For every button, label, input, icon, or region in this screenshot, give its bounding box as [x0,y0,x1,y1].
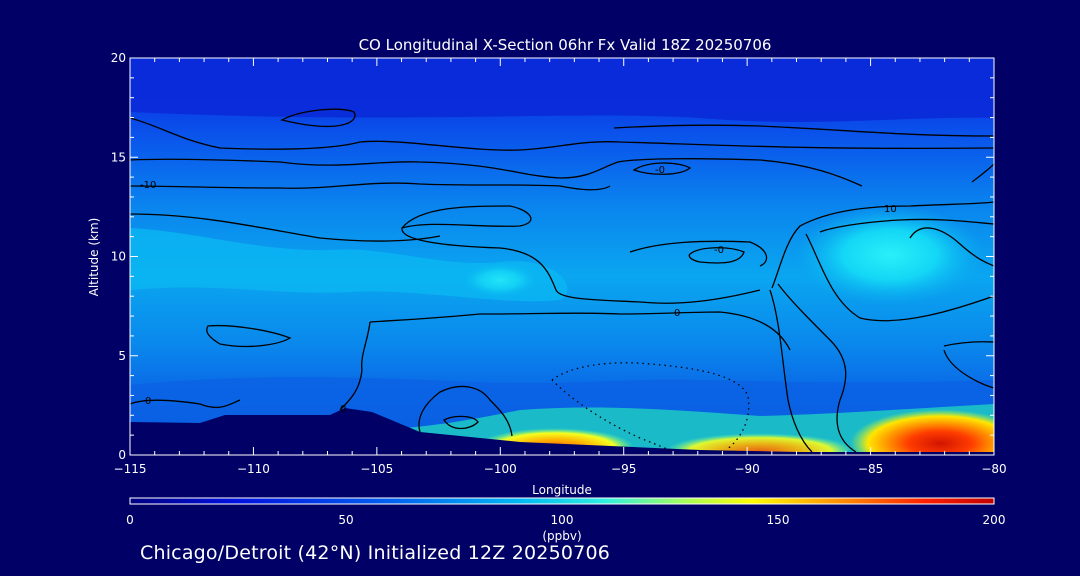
contour-line [819,218,994,233]
footer-caption: Chicago/Detroit (42°N) Initialized 12Z 2… [140,542,611,564]
terrain [130,408,994,455]
contour-line [130,182,611,191]
x-tick-label: −85 [858,462,883,476]
x-tick-label: −115 [114,462,147,476]
contour-lines [130,108,994,453]
cyan-maximum-central [460,262,540,298]
contour-line [130,117,994,151]
colorbar-tick-label: 100 [551,513,574,527]
y-axis-label: Altitude (km) [87,218,101,297]
contour-line [206,324,292,348]
x-tick-label: −95 [611,462,636,476]
contour-line [805,233,994,322]
y-tick-label: 15 [111,150,126,164]
contour-line [339,321,371,411]
contour-line [943,341,994,347]
colorbar-unit: (ppbv) [542,529,581,543]
x-tick-label: −110 [237,462,270,476]
contour-line [130,158,863,187]
contour-line [971,163,994,183]
contour-line [769,289,813,453]
mid-tongue-west [130,228,568,302]
y-tick-label: 10 [111,250,126,264]
y-tick-label: 5 [118,349,126,363]
x-tick-label: −105 [360,462,393,476]
contour-label: 0 [145,396,151,407]
colorbar-ticks: 0 50 100 150 200 [126,513,1005,527]
colorbar-tick-label: 0 [126,513,134,527]
contour-line [909,227,994,267]
contour-label: -0 [714,245,724,256]
contour-line [632,162,692,175]
y-axis: 0 5 10 15 20 [111,51,994,462]
surface-maximum-east [850,406,994,455]
surface-maximum-central [665,426,855,455]
colorbar [129,497,995,505]
contour-line [401,205,761,304]
contour-line [688,247,745,264]
contour-line [629,240,768,267]
contour-line [130,399,241,408]
contour-line [443,415,479,430]
chart-title: CO Longitudinal X-Section 06hr Fx Valid … [359,36,772,54]
dotted-contour-line [551,362,750,453]
contour-label: 0 [340,404,346,415]
contour-line [613,124,994,137]
x-tick-label: −90 [734,462,759,476]
x-tick-label: −100 [484,462,517,476]
upper-low-band [130,58,994,123]
colorbar-tick-label: 200 [983,513,1006,527]
x-tick-label: −80 [981,462,1006,476]
y-tick-label: 0 [118,448,126,462]
contour-line [777,283,857,453]
contour-line [771,201,994,289]
colorbar-tick-label: 150 [767,513,790,527]
contour-line [369,311,791,351]
contour-label: -10 [140,180,156,191]
plot-area: -10 10 -0 -0 0 0 0 [130,58,994,455]
contour-line [943,349,994,389]
contour-label: 0 [674,308,680,319]
contour-label: -0 [655,165,665,176]
colorbar-tick-label: 50 [338,513,353,527]
y-tick-label: 20 [111,51,126,65]
contour-line [130,213,441,242]
x-axis-label: Longitude [532,483,592,497]
contour-label: 10 [884,204,897,215]
contour-line [280,108,356,127]
contour-labels: -10 10 -0 -0 0 0 0 [140,165,897,415]
contour-line [418,385,513,437]
x-axis: −115 −110 −105 −100 −95 −90 −85 −80 [114,58,1007,476]
